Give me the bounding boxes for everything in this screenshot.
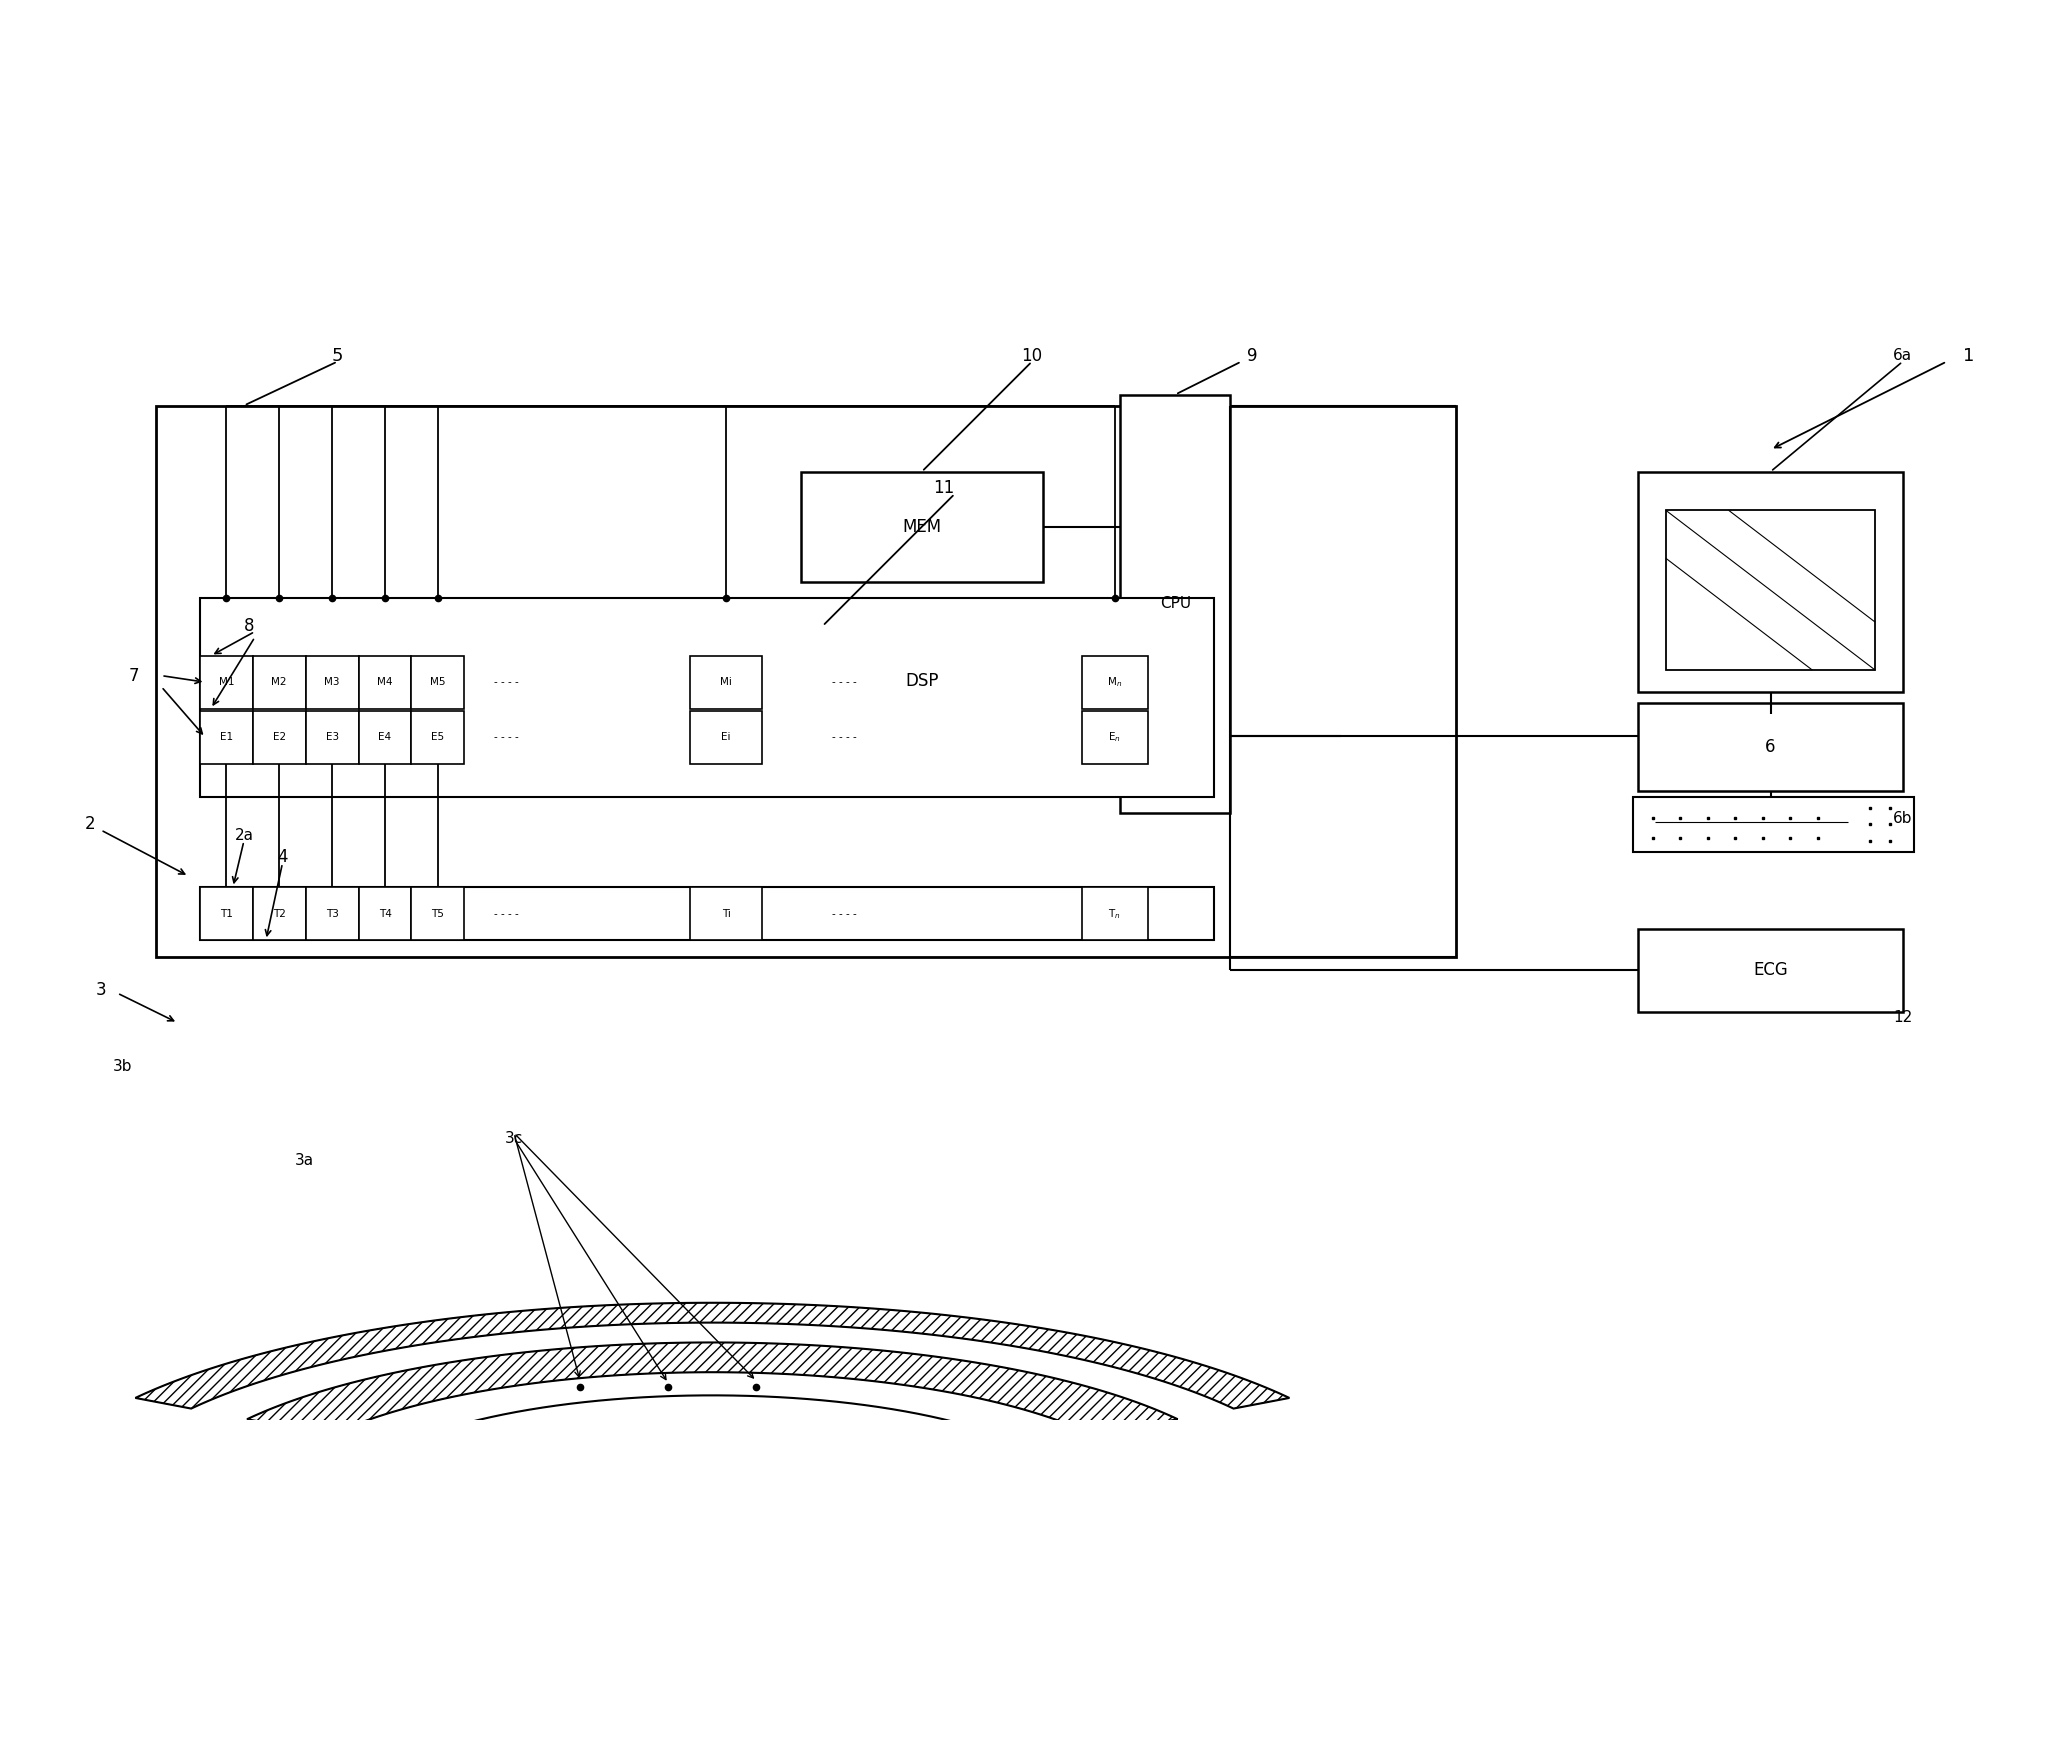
Text: 3a: 3a <box>296 1153 314 1167</box>
Text: E5: E5 <box>431 733 446 742</box>
Bar <box>306 710 359 764</box>
Bar <box>199 888 1213 940</box>
Bar <box>359 888 411 940</box>
Text: T3: T3 <box>326 908 339 919</box>
Text: 4: 4 <box>277 848 287 867</box>
Text: CPU: CPU <box>1160 596 1191 611</box>
Text: - - - -: - - - - <box>495 677 519 688</box>
Text: 9: 9 <box>1248 347 1258 365</box>
Text: 7: 7 <box>129 667 140 684</box>
Bar <box>306 657 359 709</box>
Bar <box>199 888 253 940</box>
Text: 2: 2 <box>84 815 94 834</box>
Text: M$_n$: M$_n$ <box>1107 676 1123 690</box>
Bar <box>690 888 762 940</box>
Text: 2a: 2a <box>234 829 253 842</box>
Text: T1: T1 <box>220 908 232 919</box>
Text: DSP: DSP <box>905 672 938 690</box>
Text: 10: 10 <box>1022 347 1043 365</box>
Text: Mi: Mi <box>721 677 733 688</box>
Text: T$_n$: T$_n$ <box>1109 907 1121 921</box>
Bar <box>1082 888 1148 940</box>
Bar <box>199 710 253 764</box>
Bar <box>1665 511 1874 670</box>
Bar <box>359 710 411 764</box>
Bar <box>1638 703 1903 792</box>
Text: Ti: Ti <box>723 908 731 919</box>
Text: - - - -: - - - - <box>831 733 856 742</box>
Text: E3: E3 <box>326 733 339 742</box>
Bar <box>1638 472 1903 691</box>
Text: Ei: Ei <box>721 733 731 742</box>
Bar <box>253 657 306 709</box>
Bar <box>690 657 762 709</box>
Bar <box>1632 797 1913 851</box>
Text: 3: 3 <box>94 981 107 999</box>
Text: - - - -: - - - - <box>495 733 519 742</box>
Text: 5: 5 <box>333 347 343 365</box>
Bar <box>156 405 1456 957</box>
Text: 12: 12 <box>1893 1009 1913 1025</box>
Text: T5: T5 <box>431 908 443 919</box>
Text: M2: M2 <box>271 677 287 688</box>
Bar <box>199 599 1213 797</box>
Text: ECG: ECG <box>1753 962 1788 980</box>
Bar <box>411 710 464 764</box>
Bar <box>801 625 1043 736</box>
Text: E4: E4 <box>378 733 392 742</box>
Bar <box>306 888 359 940</box>
Text: 3c: 3c <box>505 1131 524 1146</box>
Bar <box>411 888 464 940</box>
Text: 6b: 6b <box>1893 811 1913 827</box>
Bar <box>253 710 306 764</box>
Bar <box>253 888 306 940</box>
Bar <box>690 710 762 764</box>
Text: M4: M4 <box>378 677 392 688</box>
Text: E$_n$: E$_n$ <box>1109 731 1121 743</box>
Bar <box>359 657 411 709</box>
Text: - - - -: - - - - <box>831 908 856 919</box>
Text: - - - -: - - - - <box>831 677 856 688</box>
Text: 6: 6 <box>1766 738 1776 756</box>
Text: T2: T2 <box>273 908 285 919</box>
Text: 1: 1 <box>1963 347 1975 365</box>
Bar <box>1082 710 1148 764</box>
Bar <box>1121 394 1230 813</box>
Text: E2: E2 <box>273 733 285 742</box>
Text: 11: 11 <box>934 479 955 497</box>
Text: M1: M1 <box>218 677 234 688</box>
Text: M5: M5 <box>431 677 446 688</box>
Text: - - - -: - - - - <box>495 908 519 919</box>
Text: T4: T4 <box>378 908 392 919</box>
Text: 3b: 3b <box>113 1060 133 1075</box>
Bar <box>801 472 1043 582</box>
Bar <box>1082 657 1148 709</box>
Bar <box>1638 929 1903 1011</box>
Text: 6a: 6a <box>1893 349 1911 363</box>
Bar <box>411 657 464 709</box>
Text: 8: 8 <box>244 617 255 636</box>
Text: MEM: MEM <box>901 518 942 535</box>
Text: E1: E1 <box>220 733 232 742</box>
Text: M3: M3 <box>324 677 341 688</box>
Bar <box>199 657 253 709</box>
